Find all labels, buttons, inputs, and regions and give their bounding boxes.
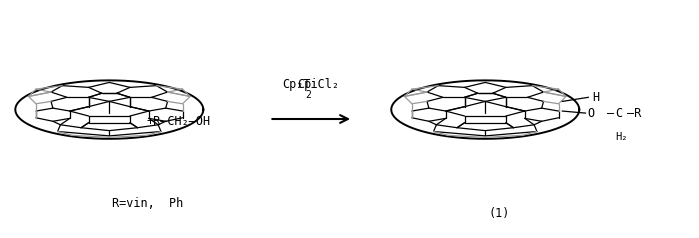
Text: –R: –R xyxy=(626,107,641,120)
Text: H₂: H₂ xyxy=(615,132,628,142)
Text: O: O xyxy=(588,107,595,120)
Text: (1): (1) xyxy=(489,207,510,220)
Text: H: H xyxy=(592,91,599,104)
Text: 2: 2 xyxy=(305,90,311,100)
Text: Cp: Cp xyxy=(297,78,311,91)
Text: –: – xyxy=(607,107,614,120)
Text: C: C xyxy=(615,107,623,120)
Text: Cp₂TiCl₂: Cp₂TiCl₂ xyxy=(282,78,340,91)
Text: +R–CH₂–OH: +R–CH₂–OH xyxy=(147,115,211,128)
Text: R=vin,  Ph: R=vin, Ph xyxy=(112,197,183,210)
